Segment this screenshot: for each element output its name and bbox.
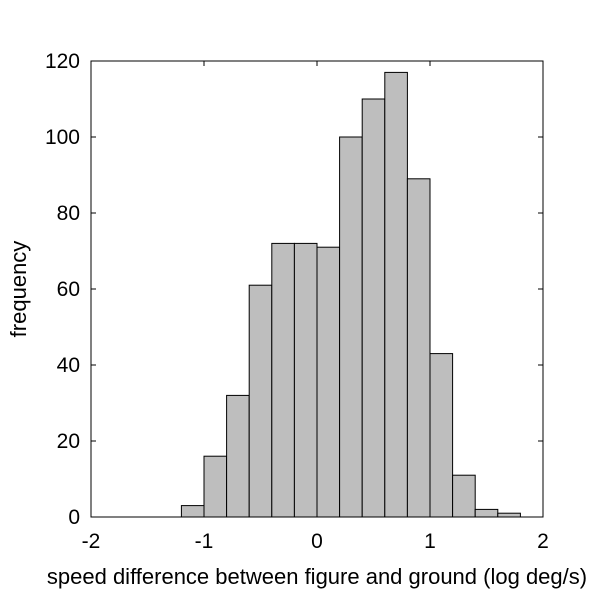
histogram-bar — [474, 508, 499, 518]
y-tick-label: 80 — [57, 202, 80, 225]
histogram-bar — [406, 178, 431, 518]
histogram-bar — [316, 246, 341, 518]
x-tick-label: -1 — [195, 530, 214, 553]
histogram-bar — [497, 512, 521, 518]
y-tick-label: 100 — [45, 126, 80, 149]
histogram-bar — [429, 353, 454, 518]
histogram-bar — [452, 474, 476, 518]
histogram-bar — [293, 242, 318, 518]
histogram-bar — [180, 505, 205, 518]
histogram-bar — [226, 394, 250, 518]
histogram-bar — [248, 284, 273, 518]
x-tick-label: 2 — [537, 530, 549, 553]
histogram-bar — [271, 242, 295, 518]
y-tick-label: 20 — [57, 430, 80, 453]
histogram-bar — [361, 98, 386, 518]
y-tick-label: 0 — [68, 506, 80, 529]
y-tick-label: 60 — [57, 278, 80, 301]
y-tick-label: 40 — [57, 354, 80, 377]
ticks-group — [90, 60, 544, 518]
y-tick-label: 120 — [45, 50, 80, 73]
histogram-bar — [339, 136, 363, 518]
x-tick-label: -2 — [82, 530, 101, 553]
x-tick-label: 0 — [311, 530, 323, 553]
bars-group — [180, 71, 521, 518]
histogram-bar — [203, 455, 228, 518]
x-axis-label: speed difference between figure and grou… — [47, 564, 587, 589]
y-axis-label: frequency — [6, 241, 31, 338]
x-tick-label: 1 — [424, 530, 436, 553]
histogram-bar — [384, 71, 408, 518]
